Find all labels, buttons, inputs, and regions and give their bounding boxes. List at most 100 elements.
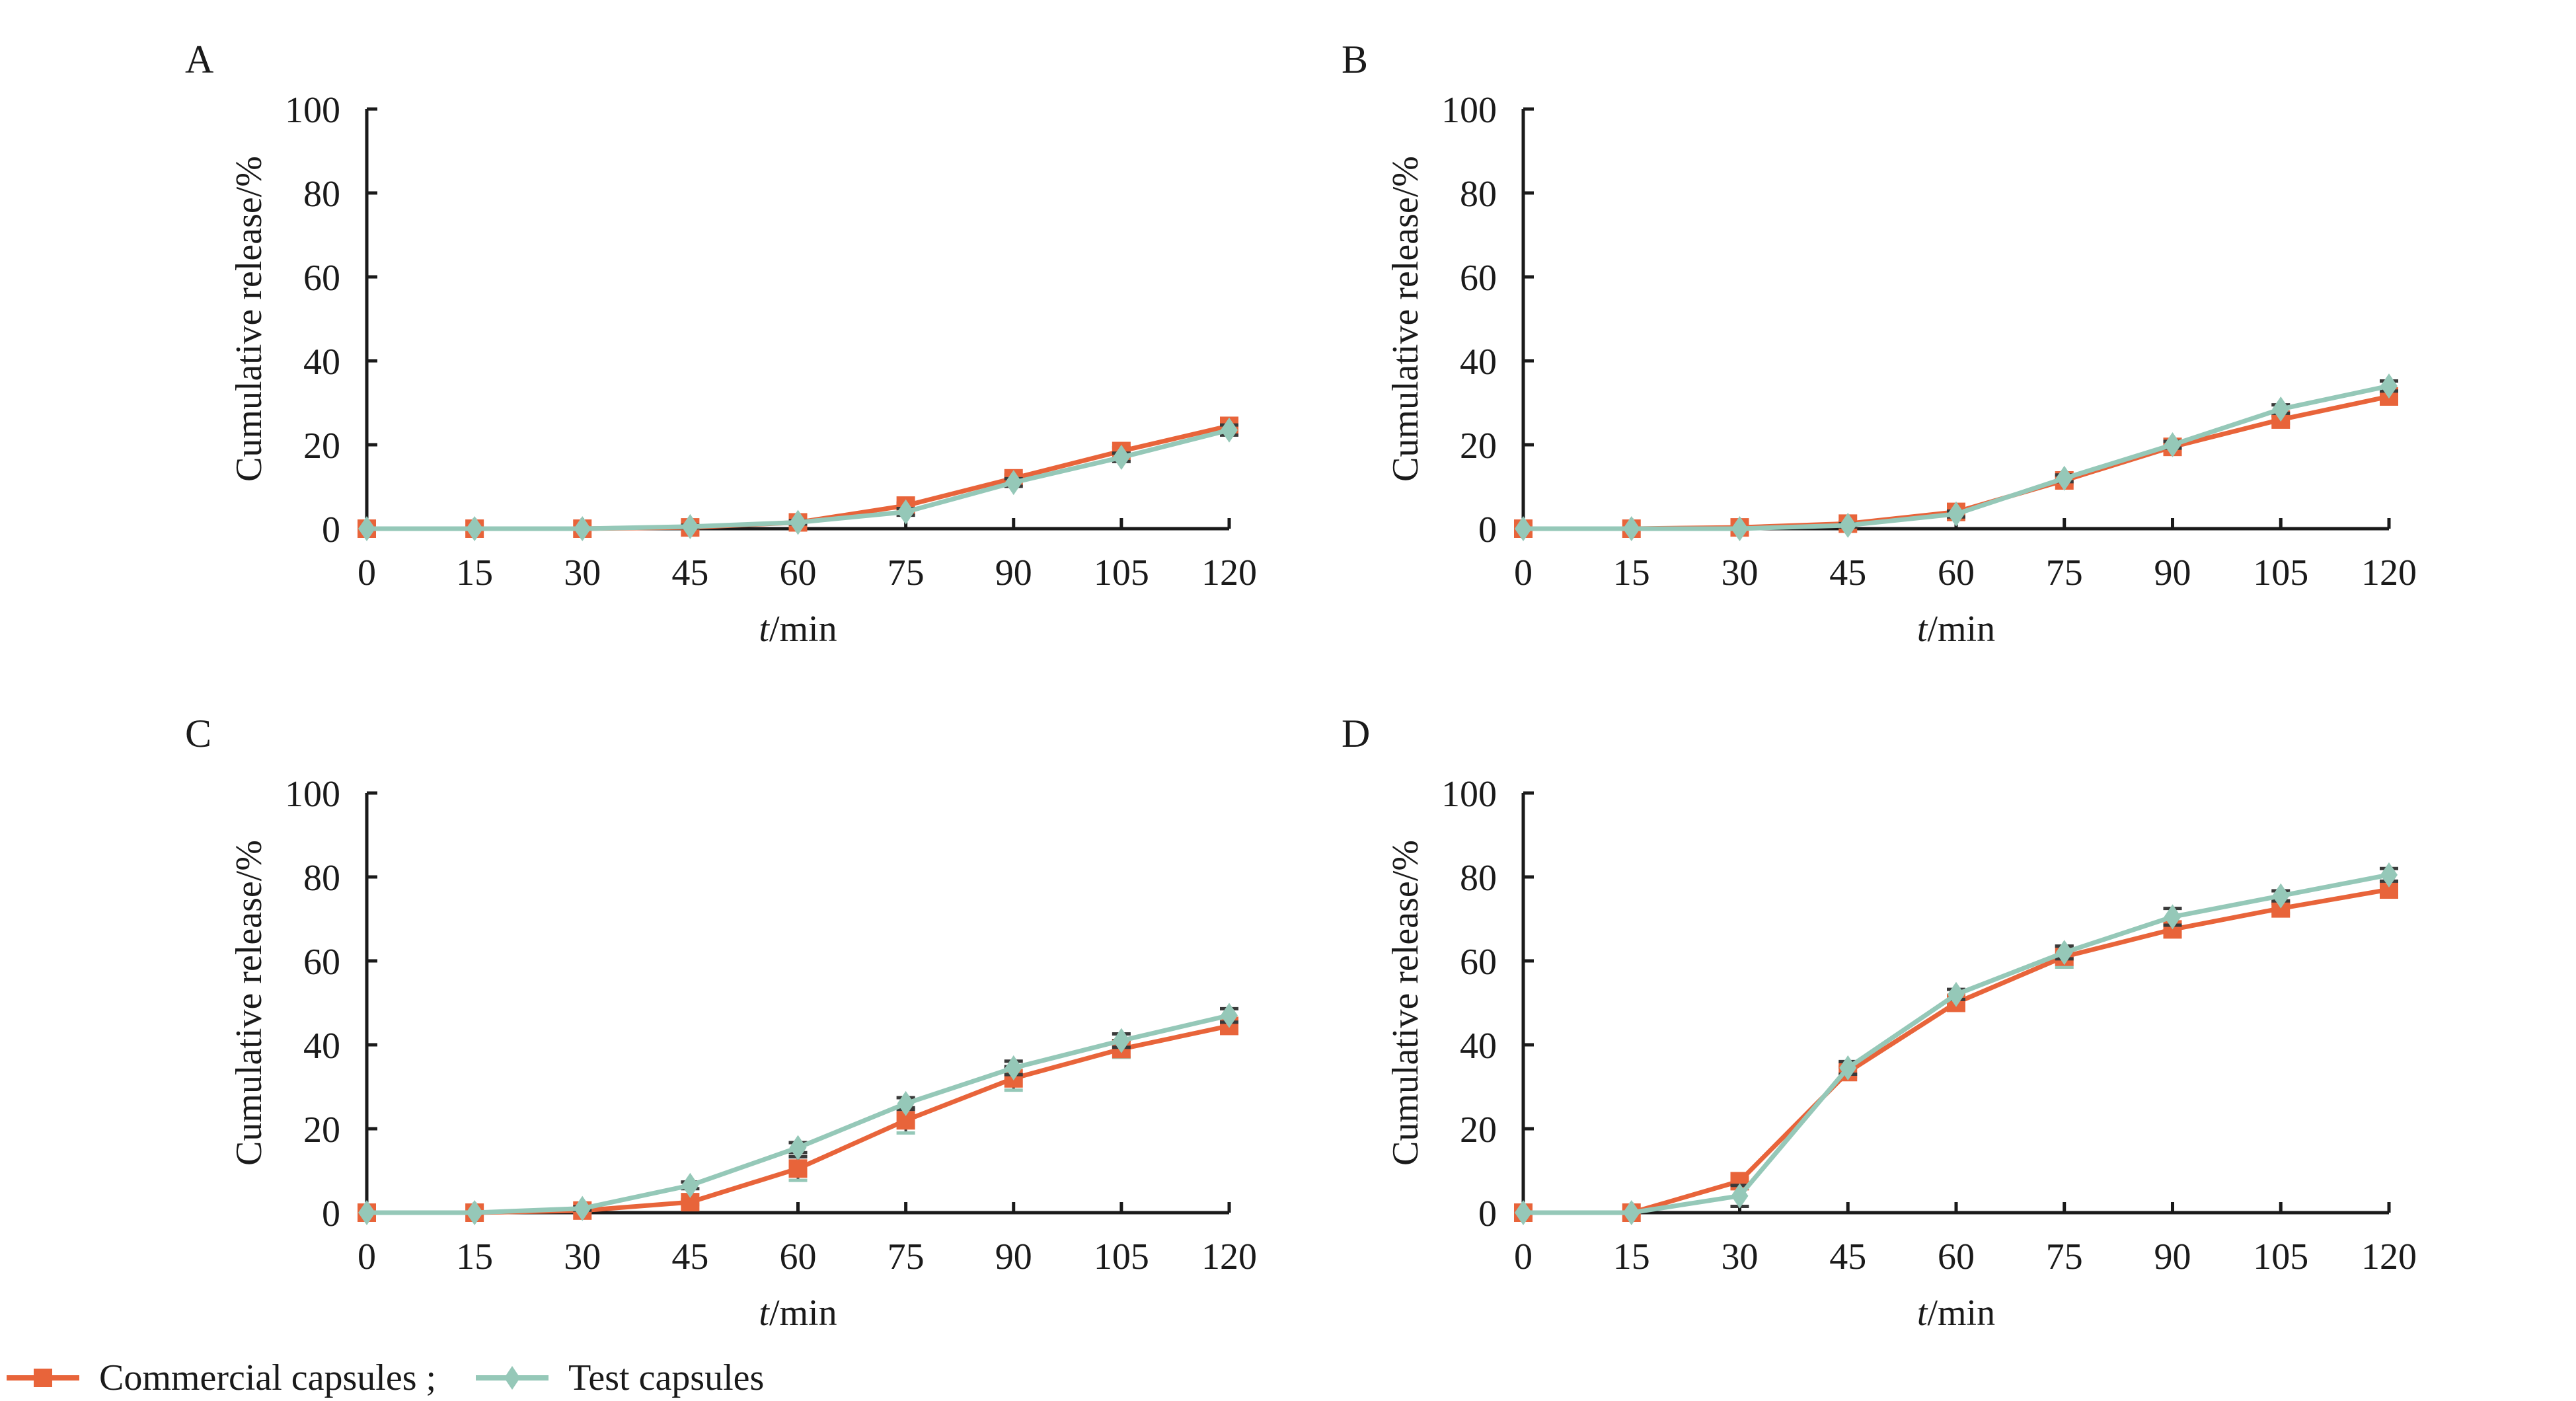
- x-tick-label: 15: [456, 1236, 493, 1277]
- data-point-diamond: [2380, 373, 2398, 399]
- data-point-square: [788, 1159, 808, 1178]
- series-line: [367, 1024, 1230, 1215]
- legend-swatch-commercial: [7, 1369, 79, 1387]
- y-tick-label: 0: [322, 1193, 340, 1234]
- data-point-diamond: [1112, 1028, 1130, 1053]
- x-tick-label: 45: [671, 552, 708, 593]
- x-tick-label: 45: [1829, 1236, 1866, 1277]
- x-axis-title: t/min: [1917, 1293, 1995, 1334]
- legend-label-commercial: Commercial capsules ;: [99, 1357, 437, 1398]
- data-point-diamond: [1004, 1055, 1022, 1080]
- x-tick-label: 105: [1094, 1236, 1149, 1277]
- y-tick-label: 20: [303, 426, 340, 467]
- x-tick-label: 0: [1514, 1236, 1533, 1277]
- panel-b: B 0 20 40 60 80 100 0 15 30 45 60 75 90 105 120 t/min Cum…: [1342, 38, 2417, 650]
- x-tick-label: 90: [2154, 1236, 2191, 1277]
- data-point-diamond: [1731, 516, 1749, 541]
- panel-label: C: [185, 712, 211, 755]
- series-commercial: [358, 1016, 1238, 1222]
- data-point-diamond: [2272, 397, 2290, 422]
- x-tick-label: 45: [671, 1236, 708, 1277]
- data-point-diamond: [2380, 862, 2398, 888]
- y-tick-label: 40: [303, 342, 340, 383]
- data-point-diamond: [1731, 1183, 1749, 1209]
- data-point-diamond: [1112, 445, 1130, 471]
- panel-label: D: [1342, 712, 1370, 755]
- y-tick-label: 80: [1460, 858, 1497, 899]
- legend: Commercial capsules ; Test capsules: [7, 1355, 804, 1401]
- data-point-diamond: [1839, 1055, 1857, 1080]
- diamond-marker-icon: [504, 1366, 521, 1390]
- panel-a: A 0 20 40 60 80 100 0 15 30 45 60 75 90 105 120 t/min Cum…: [185, 38, 1257, 650]
- data-point-diamond: [466, 516, 484, 541]
- x-tick-label: 120: [1201, 1236, 1257, 1277]
- data-point-diamond: [2055, 465, 2073, 491]
- data-point-diamond: [1622, 516, 1640, 541]
- data-point-diamond: [466, 1200, 484, 1225]
- legend-item-test: Test capsules: [476, 1357, 804, 1399]
- y-tick-label: 80: [1460, 174, 1497, 215]
- y-tick-label: 40: [303, 1026, 340, 1067]
- y-tick-label: 20: [1460, 1110, 1497, 1151]
- data-point-diamond: [1839, 512, 1857, 538]
- data-point-diamond: [358, 1200, 375, 1225]
- x-tick-label: 0: [1514, 552, 1533, 593]
- data-point-diamond: [1515, 516, 1532, 541]
- x-tick-label: 90: [2154, 552, 2191, 593]
- data-point-diamond: [681, 1172, 699, 1198]
- x-tick-label: 90: [995, 1236, 1032, 1277]
- x-tick-label: 75: [888, 1236, 925, 1277]
- y-tick-label: 60: [1460, 942, 1497, 983]
- legend-label-test: Test capsules: [568, 1357, 765, 1398]
- y-tick-label: 100: [285, 774, 340, 815]
- x-axis-title: t/min: [1917, 609, 1995, 650]
- legend-swatch-test: [476, 1366, 549, 1390]
- data-point-diamond: [1515, 1200, 1532, 1225]
- y-tick-label: 60: [303, 258, 340, 299]
- y-tick-label: 60: [303, 942, 340, 983]
- x-axis-title: t/min: [759, 1293, 837, 1334]
- data-point-diamond: [1221, 417, 1238, 443]
- series-line: [367, 1013, 1230, 1215]
- y-tick-label: 100: [1441, 90, 1497, 131]
- panel-label: B: [1342, 38, 1368, 81]
- x-tick-label: 60: [1938, 552, 1975, 593]
- x-tick-label: 30: [1722, 1236, 1759, 1277]
- data-point-diamond: [1622, 1200, 1640, 1225]
- data-point-diamond: [897, 1090, 915, 1116]
- x-tick-label: 15: [1613, 552, 1650, 593]
- y-tick-label: 0: [322, 510, 340, 550]
- data-point-diamond: [574, 1195, 591, 1221]
- data-point-diamond: [789, 1135, 807, 1160]
- y-tick-label: 40: [1460, 1026, 1497, 1067]
- x-tick-label: 45: [1829, 552, 1866, 593]
- x-tick-label: 75: [2046, 552, 2083, 593]
- data-point-diamond: [897, 499, 915, 525]
- y-tick-label: 60: [1460, 258, 1497, 299]
- legend-item-commercial: Commercial capsules ;: [7, 1357, 476, 1399]
- x-tick-label: 0: [358, 1236, 376, 1277]
- series-commercial: [1514, 880, 2398, 1222]
- y-tick-label: 80: [303, 858, 340, 899]
- y-tick-label: 80: [303, 174, 340, 215]
- x-tick-label: 0: [358, 552, 376, 593]
- y-tick-label: 0: [1478, 510, 1497, 550]
- data-point-diamond: [2164, 432, 2181, 457]
- y-tick-label: 20: [303, 1110, 340, 1151]
- series-line: [1523, 872, 2390, 1215]
- y-tick-label: 20: [1460, 426, 1497, 467]
- x-tick-label: 60: [780, 552, 817, 593]
- data-point-diamond: [1004, 470, 1022, 496]
- y-tick-label: 40: [1460, 342, 1497, 383]
- data-point-diamond: [1948, 501, 1965, 527]
- x-tick-label: 90: [995, 552, 1032, 593]
- square-marker-icon: [34, 1369, 52, 1387]
- x-tick-label: 75: [888, 552, 925, 593]
- x-tick-label: 120: [2361, 1236, 2417, 1277]
- x-tick-label: 15: [456, 552, 493, 593]
- x-tick-label: 120: [1201, 552, 1257, 593]
- series-line: [1523, 887, 2390, 1215]
- x-tick-label: 15: [1613, 1236, 1650, 1277]
- y-axis-title: Cumulative release/%: [229, 156, 270, 482]
- series-test: [1515, 373, 2398, 541]
